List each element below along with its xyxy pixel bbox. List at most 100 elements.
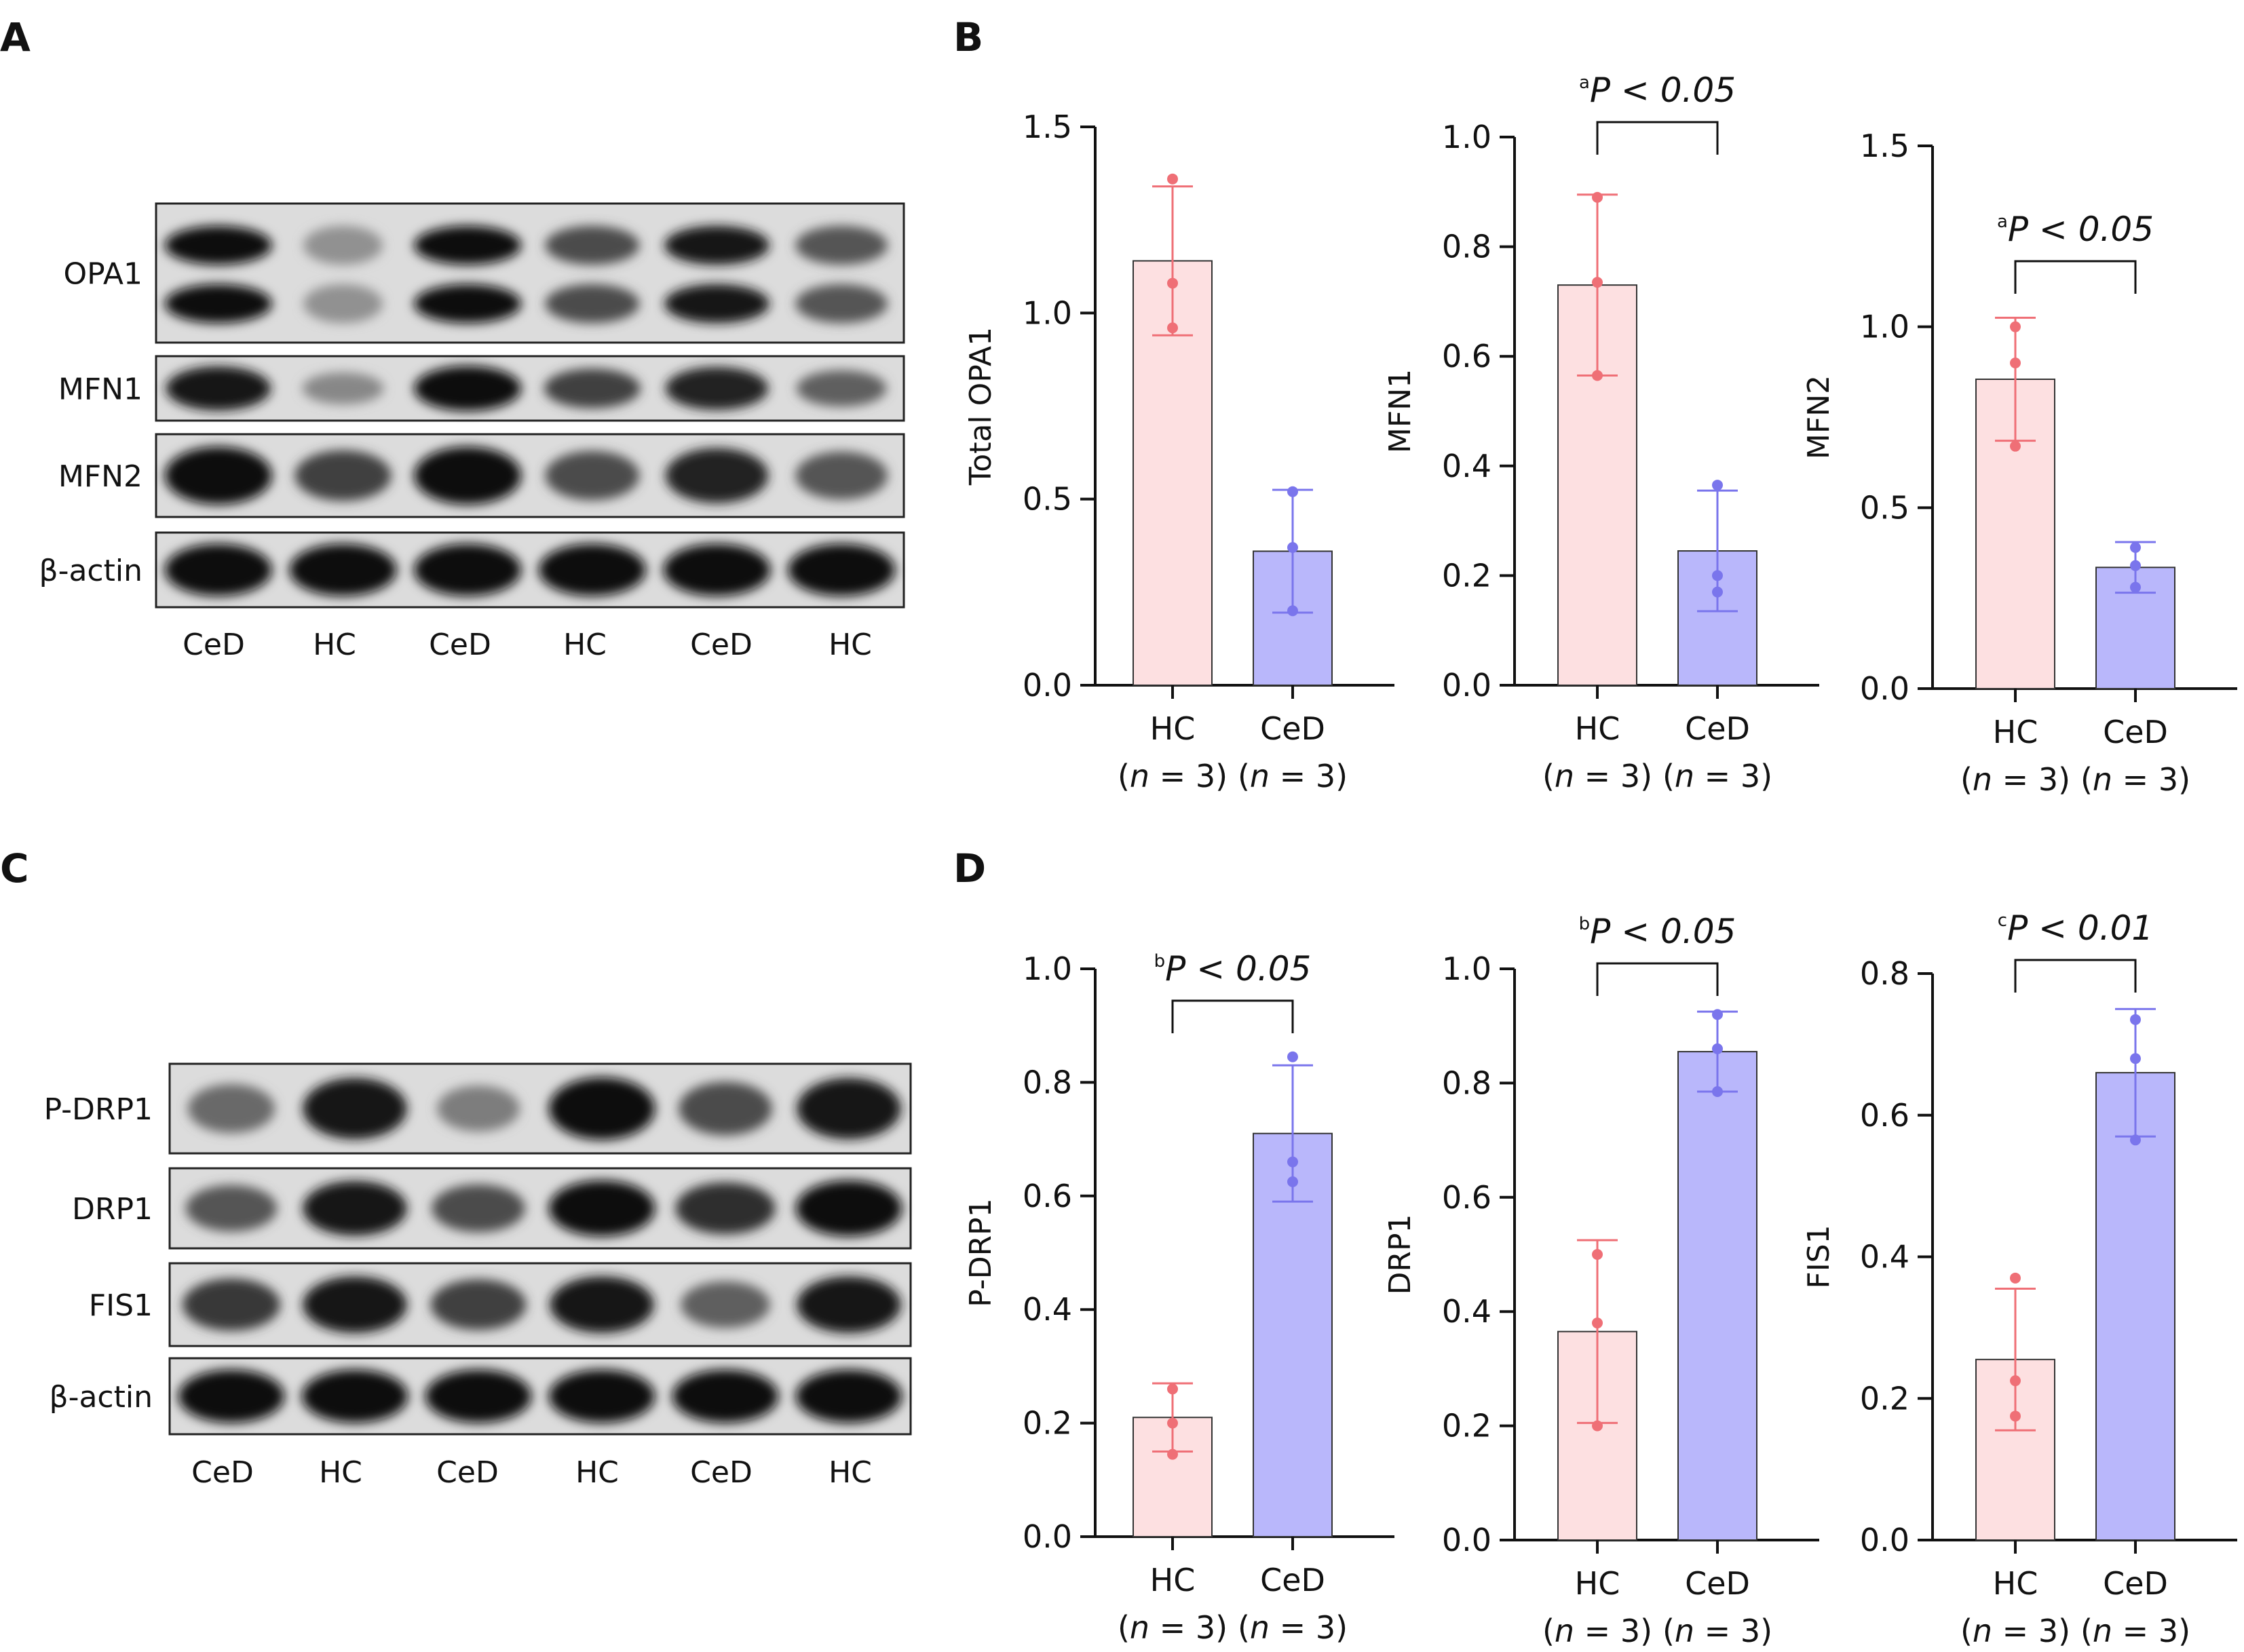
- data-point: [2130, 581, 2141, 593]
- blot-band: [414, 543, 522, 596]
- x-tick-n-label: (n = 3): [1960, 1613, 2070, 1649]
- y-tick-label: 0.2: [1860, 1380, 1909, 1417]
- blot-membrane: [155, 531, 905, 609]
- blot-band: [178, 1369, 285, 1423]
- significance-superscript: c: [1998, 910, 2007, 931]
- y-axis-label: Total OPA1: [964, 327, 998, 486]
- y-tick-label: 0.8: [1442, 1064, 1491, 1101]
- data-point: [1712, 480, 1723, 491]
- significance-superscript: b: [1579, 914, 1591, 934]
- significance-bracket: [1171, 999, 1294, 1033]
- y-tick-label: 0.5: [1860, 489, 1909, 526]
- blot-band: [303, 1276, 407, 1333]
- y-tick-label: 0.8: [1023, 1064, 1072, 1100]
- blot-membrane: [155, 355, 905, 422]
- x-tick-label: CeD: [2103, 1565, 2168, 1602]
- bar-chart-mfn1: 0.0 0.2 0.4 0.6 0.8 1.0 MFN1 HC (n = 3) CeD (n = 3…: [1383, 71, 1819, 794]
- blot-band: [302, 372, 384, 405]
- blot-row-label: β-actin: [39, 554, 142, 588]
- y-tick-label: 0.4: [1023, 1291, 1072, 1328]
- data-point: [1287, 486, 1298, 497]
- blot-band: [436, 1086, 520, 1132]
- blot-band: [665, 448, 769, 503]
- significance-text: P < 0.05: [2008, 210, 2154, 249]
- y-tick-label: 0.0: [1442, 667, 1491, 704]
- y-tick-label: 0.2: [1442, 557, 1491, 594]
- blot-band: [664, 284, 769, 324]
- blot-band: [164, 446, 272, 505]
- blot-band: [795, 284, 888, 324]
- panel-label-b: B: [953, 14, 983, 60]
- blot-band: [548, 1369, 655, 1423]
- blot-band: [548, 1077, 655, 1140]
- blot-band: [301, 1369, 408, 1423]
- data-point: [1712, 586, 1723, 598]
- blot-band: [185, 1185, 278, 1232]
- y-tick-label: 0.0: [1023, 667, 1072, 704]
- blot-membrane: [155, 202, 905, 344]
- blot-row: P-DRP1: [44, 1062, 912, 1155]
- blot-band: [545, 284, 640, 324]
- panel-label-d: D: [953, 845, 986, 891]
- blot-band: [303, 284, 383, 324]
- x-tick-label: HC: [1993, 1565, 2038, 1602]
- blot-band: [303, 1077, 407, 1140]
- y-tick-label: 0.4: [1442, 448, 1491, 484]
- blot-band: [797, 1077, 901, 1140]
- data-point: [1287, 1176, 1298, 1187]
- y-tick-label: 0.5: [1023, 481, 1072, 518]
- blot-band: [675, 1182, 776, 1235]
- blot-lane-label: HC: [829, 1455, 872, 1490]
- y-tick-label: 1.0: [1860, 309, 1909, 345]
- blot-band: [545, 450, 640, 501]
- data-point: [1592, 1420, 1603, 1432]
- blot-band: [548, 1180, 655, 1237]
- data-point: [2010, 321, 2021, 332]
- panel-label-a: A: [0, 14, 31, 60]
- blot-band: [164, 284, 272, 324]
- y-axis-label: MFN1: [1383, 369, 1418, 453]
- blot-row-label: MFN1: [58, 372, 142, 407]
- x-tick-n-label: (n = 3): [1662, 758, 1772, 794]
- blot-band: [679, 1081, 772, 1136]
- significance-label: aP < 0.05: [1997, 210, 2154, 249]
- y-axis-label: FIS1: [1802, 1225, 1836, 1288]
- y-tick-label: 0.0: [1442, 1522, 1491, 1558]
- western-blot-c: P-DRP1 DRP1 FIS1 β-actin CeD HC CeD HC CeD HC: [44, 1062, 912, 1490]
- y-tick-label: 0.6: [1442, 338, 1491, 374]
- y-tick-label: 0.6: [1442, 1179, 1491, 1216]
- x-tick-n-label: (n = 3): [1118, 758, 1228, 794]
- y-tick-label: 0.2: [1023, 1405, 1072, 1442]
- significance-label: bP < 0.05: [1579, 912, 1736, 951]
- significance-label: cP < 0.01: [1998, 908, 2153, 948]
- blot-membrane: [168, 1357, 912, 1436]
- x-tick-label: CeD: [1260, 1562, 1325, 1598]
- blot-row: FIS1: [89, 1262, 912, 1347]
- blot-lane-label: CeD: [183, 628, 245, 662]
- data-point: [1712, 1043, 1723, 1054]
- x-tick-n-label: (n = 3): [1238, 1609, 1348, 1646]
- x-tick-label: HC: [1150, 1562, 1196, 1598]
- significance-text: P < 0.05: [1590, 71, 1736, 110]
- x-tick-label: HC: [1150, 710, 1196, 747]
- blot-lane-label: CeD: [690, 1455, 753, 1490]
- data-point: [1287, 605, 1298, 617]
- western-blot-a: OPA1 MFN1 MFN2 β-actin CeD HC CeD HC CeD HC: [39, 202, 905, 662]
- y-tick-label: 1.0: [1442, 950, 1491, 987]
- blot-band: [538, 543, 646, 596]
- data-point: [2010, 358, 2021, 368]
- x-tick-label: CeD: [1685, 1565, 1750, 1602]
- blot-row-label: OPA1: [64, 257, 142, 292]
- significance-superscript: a: [1997, 212, 2008, 232]
- blot-band: [681, 1281, 770, 1328]
- blot-band: [414, 446, 522, 505]
- blot-band: [164, 543, 272, 596]
- significance-text: P < 0.05: [1590, 912, 1736, 951]
- blot-lane-label: HC: [829, 628, 872, 662]
- y-axis-label: MFN2: [1802, 375, 1836, 459]
- blot-row-label: DRP1: [72, 1192, 153, 1227]
- x-tick-label: CeD: [1260, 710, 1325, 747]
- blot-row: OPA1: [64, 202, 905, 344]
- blot-lane-label: HC: [563, 628, 607, 662]
